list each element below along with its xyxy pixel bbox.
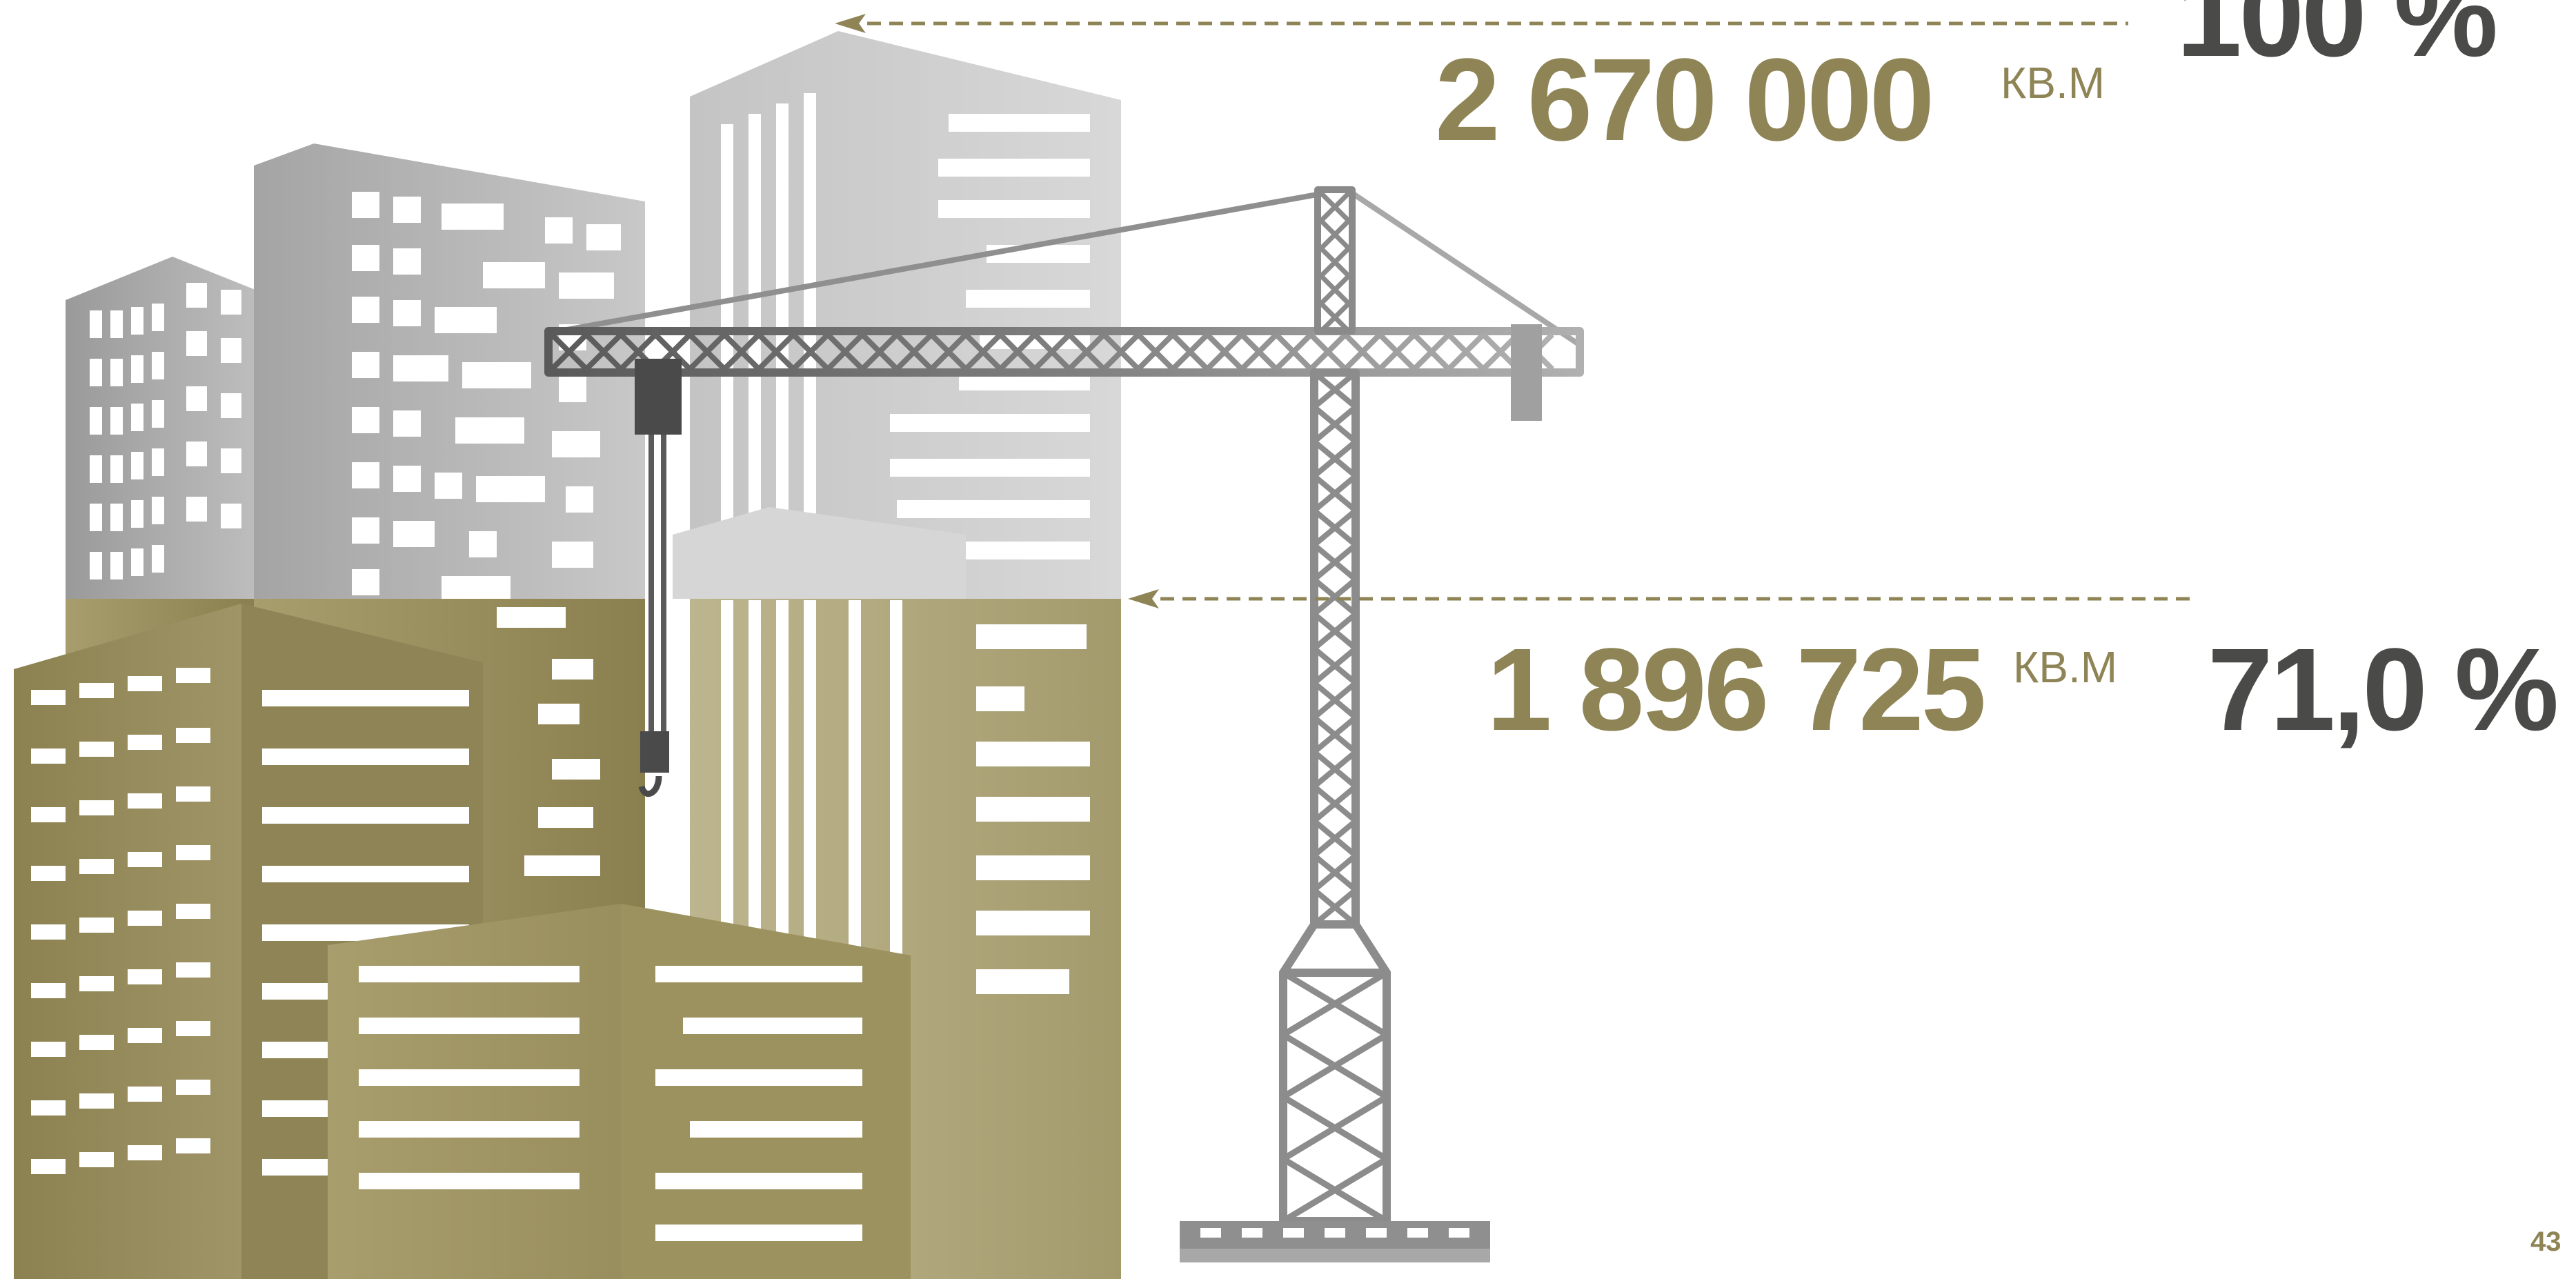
total-area-value: 2 670 000	[1435, 34, 1934, 166]
total-area-unit: КВ.М	[2001, 58, 2106, 108]
arrowhead-total	[835, 14, 866, 33]
slide-number: 43	[2530, 1227, 2562, 1257]
tower-crane	[544, 186, 1584, 1262]
built-area-value: 1 896 725	[1487, 624, 1986, 755]
built-area-unit: КВ.М	[2013, 642, 2118, 692]
total-percent: 100 %	[2177, 0, 2498, 81]
skyline-unbuilt	[66, 31, 1121, 599]
arrowhead-built	[1128, 589, 1159, 608]
built-percent: 71,0 %	[2208, 624, 2559, 755]
skyline-built	[14, 599, 1121, 1279]
